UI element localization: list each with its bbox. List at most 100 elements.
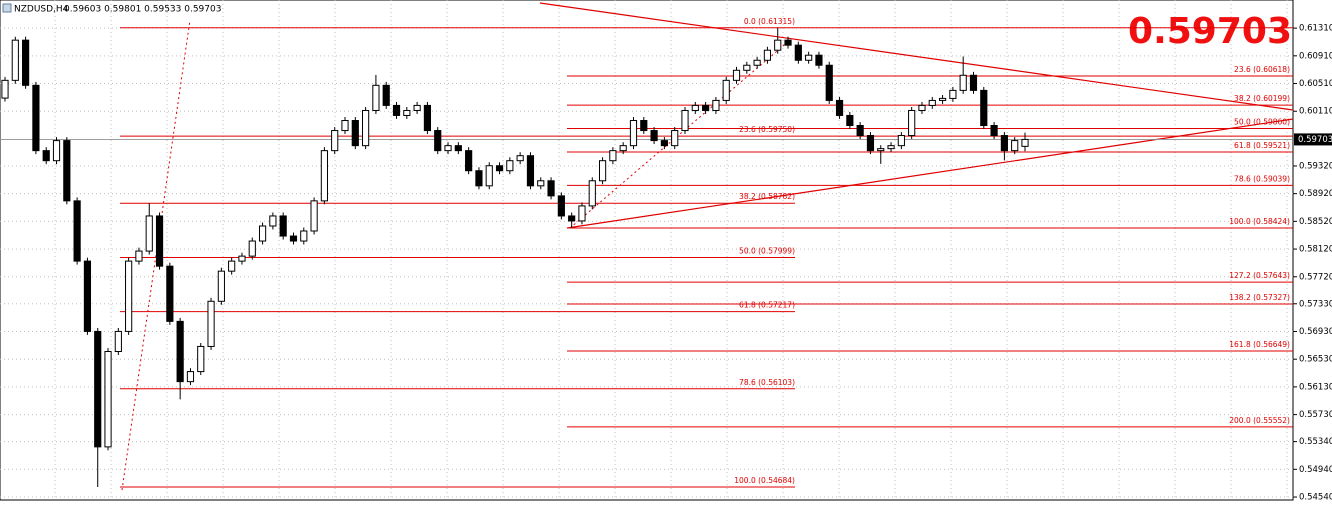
symbol: NZDUSD,H4 xyxy=(14,5,69,15)
y-tick-label: 0.58120 xyxy=(1299,245,1332,255)
candle-body xyxy=(495,165,504,172)
candle-body xyxy=(310,200,318,232)
candle-body xyxy=(835,99,844,116)
candle-body xyxy=(825,64,833,101)
candle-body xyxy=(11,39,19,81)
y-tick-label: 0.60510 xyxy=(1299,79,1332,89)
fib-anchor-line xyxy=(121,19,191,491)
candle-body xyxy=(794,44,802,61)
candle-body xyxy=(52,140,61,162)
candle-body xyxy=(877,148,885,152)
y-tick-label: 0.58520 xyxy=(1299,217,1332,227)
candle-body xyxy=(207,300,215,347)
candle-body xyxy=(423,104,432,132)
fib-label: 61.8 (0.59521) xyxy=(1234,141,1290,150)
candle-body xyxy=(382,84,390,106)
candle-body xyxy=(506,160,514,172)
candle-body xyxy=(248,240,256,257)
candle-body xyxy=(104,351,112,448)
fib-label: 38.2 (0.60199) xyxy=(1234,94,1290,103)
candle-body xyxy=(702,104,710,111)
candle-body xyxy=(660,140,668,147)
y-tick-label: 0.58920 xyxy=(1299,189,1332,199)
candle-body xyxy=(32,84,40,152)
candle-body xyxy=(1000,135,1008,152)
candle-body xyxy=(598,160,607,182)
trend-line-lower xyxy=(566,118,1294,229)
candle-body xyxy=(866,135,875,152)
candle-body xyxy=(526,155,535,187)
candle-body xyxy=(722,79,730,101)
candle-body xyxy=(279,215,287,237)
candle-body xyxy=(732,69,741,81)
candle-body xyxy=(434,130,442,152)
candle-body xyxy=(743,64,751,71)
fib-label: 0.0 (0.61315) xyxy=(744,17,795,26)
candle-body xyxy=(197,345,205,373)
fib-label: 23.6 (0.60618) xyxy=(1234,65,1290,74)
y-tick-label: 0.55340 xyxy=(1299,437,1332,447)
candle-body xyxy=(671,130,679,147)
candle-body xyxy=(83,260,92,332)
candle-body xyxy=(269,215,277,227)
candle-body xyxy=(465,150,473,172)
candle-body xyxy=(949,89,957,99)
fib-label: 127.2 (0.57643) xyxy=(1229,271,1290,280)
candle-body xyxy=(990,125,998,137)
candle-body xyxy=(691,104,699,111)
candle-body xyxy=(42,150,50,162)
candle-body xyxy=(176,320,184,383)
candle-body xyxy=(403,109,411,116)
candle-body xyxy=(980,89,988,127)
fib-label: 78.6 (0.56103) xyxy=(739,378,795,387)
fib-label: 100.0 (0.58424) xyxy=(1229,217,1290,226)
candle-body xyxy=(681,109,689,132)
candle-body xyxy=(815,54,823,66)
candle-body xyxy=(908,109,916,137)
candle-body xyxy=(228,260,236,272)
price-tag-label: 0.59703 xyxy=(1298,135,1332,145)
candle-body xyxy=(568,215,576,222)
candle-body xyxy=(753,59,761,66)
candle-body xyxy=(217,270,225,302)
y-tick-label: 0.55730 xyxy=(1299,410,1332,420)
candle-body xyxy=(846,114,854,127)
candle-body xyxy=(454,145,462,152)
candle-body xyxy=(155,215,164,267)
candle-body xyxy=(887,145,895,150)
symbol-icon xyxy=(2,3,12,13)
candle-body xyxy=(557,195,565,217)
candle-body xyxy=(712,99,720,111)
candle-body xyxy=(640,120,648,132)
candle-body xyxy=(516,155,524,162)
fib-label: 38.2 (0.58782) xyxy=(739,192,795,201)
grid xyxy=(0,0,1293,500)
fib-label: 23.6 (0.59750) xyxy=(739,125,795,134)
candle-body xyxy=(320,150,328,202)
candle-body xyxy=(1,79,9,99)
candle-body xyxy=(125,260,133,332)
candle-body xyxy=(1011,140,1019,152)
y-tick-label: 0.60110 xyxy=(1299,107,1332,117)
y-tick-label: 0.56530 xyxy=(1299,355,1332,365)
candle-body xyxy=(238,255,246,262)
y-tick-label: 0.59320 xyxy=(1299,161,1332,171)
candle-body xyxy=(300,230,308,242)
candle-body xyxy=(784,39,792,46)
candle-body xyxy=(1021,138,1029,147)
candle-body xyxy=(629,120,638,147)
candle-body xyxy=(186,371,195,383)
candle-body xyxy=(959,74,967,91)
candle-body xyxy=(444,145,452,152)
candle-body xyxy=(63,140,71,202)
fib-label: 50.0 (0.59860) xyxy=(1234,118,1290,127)
candle-body xyxy=(774,39,782,51)
candle-body xyxy=(578,205,586,222)
candle-body xyxy=(331,130,339,152)
candle-body xyxy=(547,180,555,197)
fib-label: 138.2 (0.57327) xyxy=(1229,293,1290,302)
candle-body xyxy=(114,330,122,353)
y-tick-label: 0.54540 xyxy=(1299,493,1332,503)
